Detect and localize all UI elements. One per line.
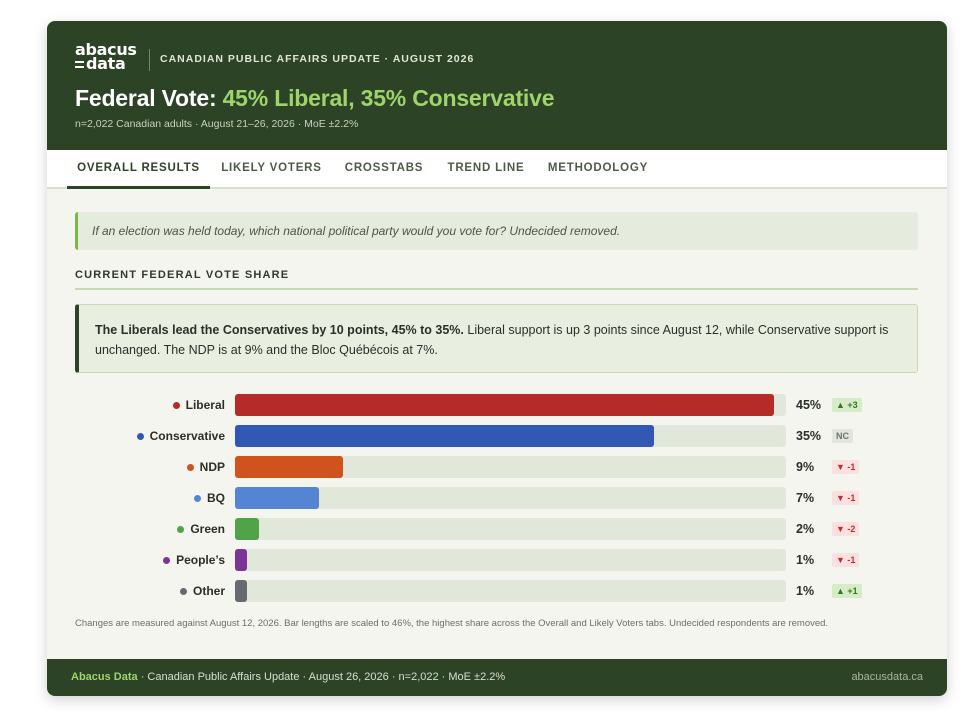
change-badge: ▼ -1 bbox=[832, 460, 860, 474]
party-label: People’s bbox=[163, 549, 225, 571]
party-name: Green bbox=[190, 522, 225, 536]
party-label: Green bbox=[177, 518, 225, 540]
legend-dot-icon bbox=[186, 463, 194, 471]
bar bbox=[235, 394, 774, 416]
value-label: 9% bbox=[796, 460, 815, 474]
legend-dot-icon bbox=[163, 556, 171, 564]
headline-prefix: Federal Vote: bbox=[75, 85, 223, 111]
legend-dot-icon bbox=[136, 432, 144, 440]
bar bbox=[235, 549, 247, 571]
tab-trend-line[interactable]: TREND LINE bbox=[447, 162, 525, 174]
party-name: People’s bbox=[176, 553, 225, 567]
party-name: Liberal bbox=[185, 398, 225, 412]
value-label: 35% bbox=[796, 429, 822, 443]
header: abacus data CANADIAN PUBLIC AFFAIRS UPDA… bbox=[47, 21, 947, 150]
abacus-logo: abacus data bbox=[75, 40, 137, 73]
bar bbox=[235, 425, 654, 447]
change-badge: ▼ -1 bbox=[832, 553, 860, 567]
bar-row: Conservative 35% NC bbox=[47, 425, 947, 447]
change-badge: ▲ +3 bbox=[832, 398, 862, 412]
party-label: Conservative bbox=[136, 425, 225, 447]
bar-row: Liberal 45% ▲ +3 bbox=[47, 394, 947, 416]
bar-row: Other 1% ▲ +1 bbox=[47, 580, 947, 602]
party-label: BQ bbox=[194, 487, 225, 509]
party-label: Other bbox=[179, 580, 225, 602]
tab-likely-voters[interactable]: LIKELY VOTERS bbox=[221, 162, 322, 174]
footer: Abacus Data · Canadian Public Affairs Up… bbox=[47, 659, 947, 696]
report-card: abacus data CANADIAN PUBLIC AFFAIRS UPDA… bbox=[47, 21, 947, 696]
change-badge: NC bbox=[832, 429, 853, 443]
change-badge: ▼ -2 bbox=[832, 522, 860, 536]
logo-line-1: abacus bbox=[75, 40, 137, 59]
party-label: Liberal bbox=[172, 394, 225, 416]
bar-track bbox=[235, 580, 786, 602]
summary-body: Liberal support is up 3 points since Aug… bbox=[95, 323, 889, 357]
tab-methodology[interactable]: METHODOLOGY bbox=[547, 162, 649, 174]
party-label: NDP bbox=[186, 456, 225, 478]
survey-question: If an election was held today, which nat… bbox=[75, 212, 918, 250]
headline-accent: 45% Liberal, 35% Conservative bbox=[222, 85, 555, 111]
logo-dash-icon bbox=[75, 58, 84, 71]
page-title: Federal Vote: 45% Liberal, 35% Conservat… bbox=[75, 85, 554, 112]
change-badge: ▲ +1 bbox=[832, 584, 862, 598]
bar-track bbox=[235, 456, 786, 478]
kicker: CANADIAN PUBLIC AFFAIRS UPDATE · AUGUST … bbox=[160, 53, 475, 65]
legend-dot-icon bbox=[172, 401, 180, 409]
legend-dot-icon bbox=[177, 525, 185, 533]
footer-brand: Abacus Data bbox=[71, 671, 138, 683]
party-name: BQ bbox=[207, 491, 225, 505]
bar-track bbox=[235, 394, 786, 416]
bar-row: People’s 1% ▼ -1 bbox=[47, 549, 947, 571]
value-label: 2% bbox=[796, 522, 815, 536]
bar-track bbox=[235, 487, 786, 509]
sample-info: n=2,022 Canadian adults · August 21–26, … bbox=[75, 118, 359, 130]
summary-box: The Liberals lead the Conservatives by 1… bbox=[75, 304, 918, 373]
footer-text: · Canadian Public Affairs Update · Augus… bbox=[137, 671, 506, 683]
party-name: NDP bbox=[199, 460, 225, 474]
bar-track bbox=[235, 425, 786, 447]
bar bbox=[235, 487, 319, 509]
party-name: Conservative bbox=[149, 429, 225, 443]
section-divider bbox=[75, 288, 918, 290]
value-label: 45% bbox=[796, 398, 822, 412]
summary-lead: The Liberals lead the Conservatives by 1… bbox=[95, 323, 464, 337]
value-label: 1% bbox=[796, 553, 815, 567]
bar-row: Green 2% ▼ -2 bbox=[47, 518, 947, 540]
value-label: 1% bbox=[796, 584, 815, 598]
tab-overall-results[interactable]: OVERALL RESULTS bbox=[67, 150, 210, 189]
tab-crosstabs[interactable]: CROSSTABS bbox=[344, 162, 424, 174]
bar-row: BQ 7% ▼ -1 bbox=[47, 487, 947, 509]
bar bbox=[235, 456, 343, 478]
legend-dot-icon bbox=[179, 587, 187, 595]
bar-row: NDP 9% ▼ -1 bbox=[47, 456, 947, 478]
legend-dot-icon bbox=[194, 494, 201, 502]
bar-track bbox=[235, 518, 786, 540]
footer-credits: Abacus Data · Canadian Public Affairs Up… bbox=[71, 659, 505, 696]
logo-line-2: data bbox=[86, 54, 126, 73]
change-badge: ▼ -1 bbox=[832, 491, 860, 505]
section-title: CURRENT FEDERAL VOTE SHARE bbox=[75, 269, 290, 281]
value-label: 7% bbox=[796, 491, 815, 505]
tab-bar: OVERALL RESULTS LIKELY VOTERS CROSSTABS … bbox=[47, 150, 947, 189]
party-name: Other bbox=[192, 584, 225, 598]
footer-site-link[interactable]: abacusdata.ca bbox=[851, 671, 923, 683]
bar-track bbox=[235, 549, 786, 571]
footnote: Changes are measured against August 12, … bbox=[75, 618, 829, 629]
bar bbox=[235, 518, 259, 540]
bar bbox=[235, 580, 247, 602]
header-divider bbox=[149, 49, 150, 71]
